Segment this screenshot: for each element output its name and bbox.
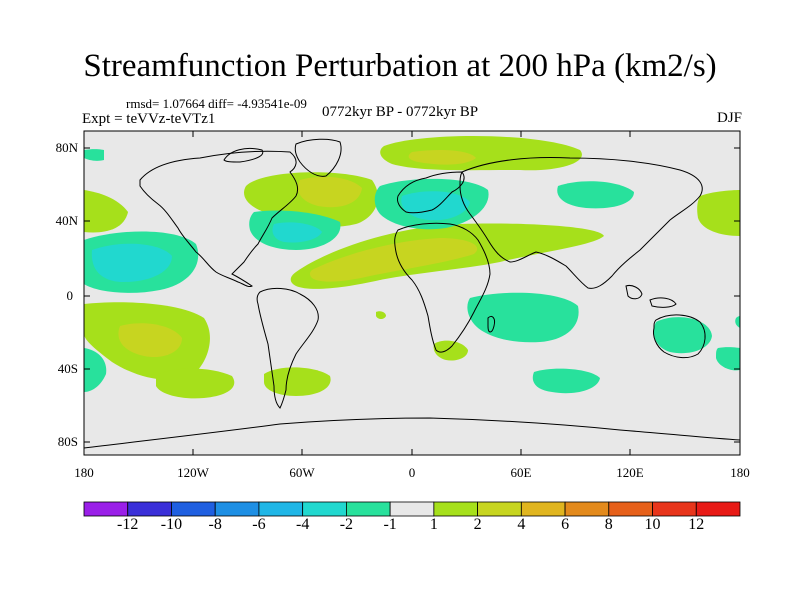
contour-fields xyxy=(84,135,740,449)
colorbar-swatch xyxy=(564,501,610,517)
colorbar-label: -8 xyxy=(208,516,222,533)
experiment-label: Expt = teVVz-teVTz1 xyxy=(82,111,216,127)
colorbar-swatch xyxy=(695,501,741,517)
colorbar-label: -6 xyxy=(252,516,266,533)
colorbar-swatch xyxy=(520,501,566,517)
coastlines xyxy=(84,138,740,449)
colorbar-label: -10 xyxy=(160,516,183,533)
lat-label-40n: 40N xyxy=(55,213,78,228)
lon-label-60e: 60E xyxy=(510,465,532,480)
colorbar-label: 8 xyxy=(604,516,613,533)
lon-ticks xyxy=(83,131,741,455)
colorbar-swatch xyxy=(652,501,697,517)
stats-line: rmsd= 1.07664 diff= -4.93541e-09 xyxy=(126,96,307,111)
map-title: Streamfunction Perturbation at 200 hPa (… xyxy=(83,48,717,84)
colorbar-swatch xyxy=(477,501,522,517)
colorbar-swatch xyxy=(389,501,435,517)
colorbar-label: -1 xyxy=(383,516,397,533)
lon-label-120w: 120W xyxy=(177,465,209,480)
season-label: DJF xyxy=(716,110,742,126)
lon-label-180w: 180 xyxy=(74,465,94,480)
colorbar xyxy=(83,501,741,517)
colorbar-swatch xyxy=(258,501,304,517)
colorbar-swatch xyxy=(433,501,479,517)
colorbar-swatch xyxy=(302,501,347,517)
colorbar-label: 6 xyxy=(561,516,570,533)
colorbar-label: 10 xyxy=(644,516,661,533)
colorbar-swatch xyxy=(214,501,260,517)
colorbar-swatch xyxy=(171,501,216,517)
colorbar-swatch xyxy=(127,501,172,517)
colorbar-label: 2 xyxy=(473,516,482,533)
colorbar-label: -2 xyxy=(339,516,354,533)
lon-label-0: 0 xyxy=(408,465,416,480)
lon-label-120e: 120E xyxy=(616,465,644,480)
colorbar-label: -12 xyxy=(117,516,139,533)
period-label: 0772kyr BP - 0772kyr BP xyxy=(322,104,479,120)
lat-label-80n: 80N xyxy=(55,140,78,155)
lat-label-80s: 80S xyxy=(57,434,78,449)
lat-ticks xyxy=(84,147,740,443)
lon-label-60w: 60W xyxy=(289,465,315,480)
colorbar-label: 4 xyxy=(517,516,526,533)
colorbar-label: 12 xyxy=(688,516,705,533)
lon-label-180e: 180 xyxy=(730,465,750,480)
negative-cores xyxy=(91,191,470,282)
colorbar-swatch xyxy=(608,501,653,517)
positive-cores xyxy=(118,150,478,358)
colorbar-swatch xyxy=(345,501,391,517)
colorbar-label: -4 xyxy=(295,516,310,533)
colorbar-swatch xyxy=(83,501,129,517)
lat-label-0: 0 xyxy=(66,288,74,303)
lat-label-40s: 40S xyxy=(57,361,78,376)
colorbar-label: 1 xyxy=(429,516,438,533)
